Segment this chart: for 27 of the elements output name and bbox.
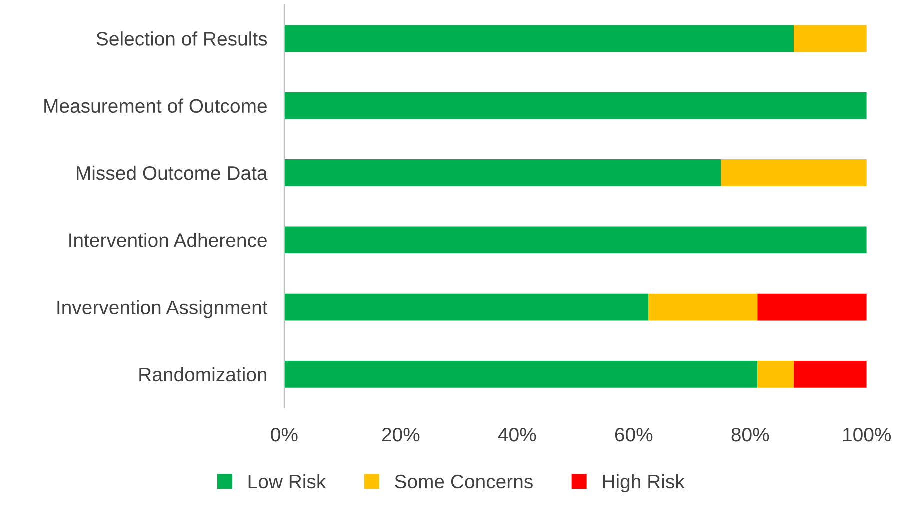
x-tick-label: 20%: [382, 428, 420, 442]
legend-label: High Risk: [603, 474, 685, 492]
bar: [284, 25, 794, 52]
bar: [794, 25, 867, 52]
bar: [794, 360, 867, 388]
bar: [284, 92, 867, 120]
y-tick-label: Invervention Assignment: [58, 300, 268, 318]
y-tick-label: Intervention Adherence: [70, 233, 267, 248]
legend-label: Low Risk: [248, 474, 326, 489]
bar: [648, 294, 758, 321]
x-tick-label: 80%: [732, 428, 770, 442]
y-tick-label: Measurement of Outcome: [44, 98, 267, 114]
x-tick-label: 100%: [844, 428, 892, 442]
x-tick-label: 40%: [498, 428, 536, 442]
x-tick-label: 60%: [615, 428, 653, 442]
y-tick-label: Missed Outcome Data: [77, 166, 268, 180]
y-tick-label: Randomization: [140, 367, 267, 382]
legend-label: Some Concerns: [395, 474, 533, 489]
bar: [284, 360, 758, 388]
x-tick-label: 0%: [271, 428, 298, 442]
bar: [284, 226, 867, 254]
bar: [758, 294, 867, 321]
bar: [284, 160, 722, 186]
bar: [721, 160, 867, 186]
y-tick-label: Selection of Results: [96, 32, 268, 46]
bar: [284, 294, 648, 321]
bar: [758, 360, 794, 388]
